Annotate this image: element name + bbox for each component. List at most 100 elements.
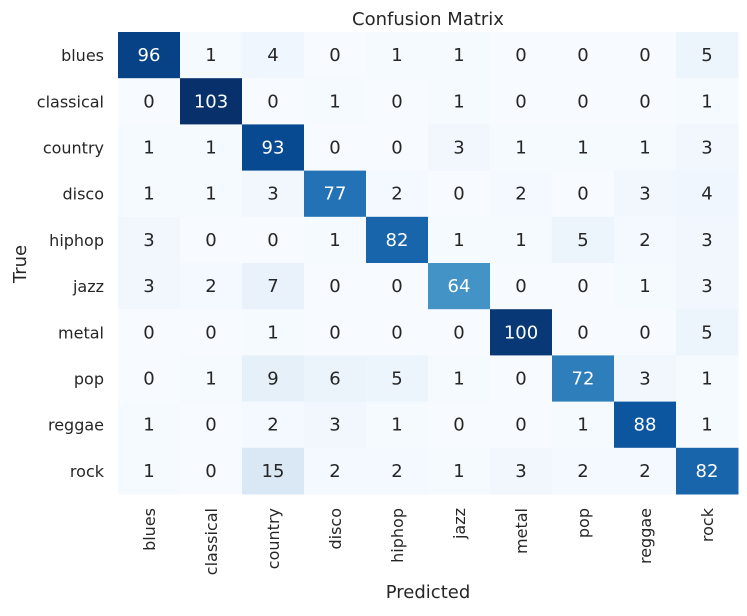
heatmap-cell-value: 0 [515,276,526,297]
heatmap-cell-country-rock [676,124,739,172]
heatmap-cell-value: 0 [267,91,278,112]
y-tick-label-reggae: reggae [48,416,104,435]
heatmap-cell-rock-country [242,447,305,495]
heatmap-cell-country-jazz [428,124,491,172]
heatmap-cell-blues-metal [490,32,553,79]
heatmap-cell-value: 1 [701,91,712,112]
heatmap-cell-disco-classical [180,170,243,218]
heatmap-cell-value: 2 [639,230,650,251]
heatmap-cell-classical-country [242,78,305,125]
heatmap-cell-value: 0 [577,45,588,66]
heatmap-cell-rock-rock [676,447,739,495]
heatmap-cell-hiphop-pop [552,216,615,264]
heatmap-cell-hiphop-country [242,216,305,264]
heatmap-cell-value: 1 [701,415,712,436]
y-tick-label-rock: rock [70,462,105,481]
heatmap-cell-jazz-disco [304,263,367,310]
heatmap-cell-value: 0 [639,91,650,112]
heatmap-cell-value: 0 [329,276,340,297]
heatmap-cell-rock-jazz [428,447,491,495]
heatmap-cells [118,32,739,495]
heatmap-cell-pop-classical [180,355,243,403]
x-tick-label-rock: rock [698,507,717,542]
heatmap-cell-reggae-metal [490,401,553,449]
heatmap-cell-value: 3 [639,184,650,205]
heatmap-cell-rock-disco [304,447,367,495]
heatmap-cell-value: 1 [453,230,464,251]
x-tick-label-pop: pop [574,508,593,538]
heatmap-cell-jazz-blues [118,263,181,310]
heatmap-cell-value: 1 [391,415,402,436]
heatmap-cell-value: 2 [329,461,340,482]
heatmap-cell-disco-reggae [614,170,677,218]
heatmap-cell-value: 1 [329,230,340,251]
heatmap-cell-value: 5 [391,369,402,390]
heatmap-cell-value: 88 [634,415,657,436]
heatmap-cell-metal-jazz [428,309,491,356]
heatmap-cell-value: 3 [143,230,154,251]
heatmap-cell-value: 3 [639,369,650,390]
heatmap-cell-pop-blues [118,355,181,403]
heatmap-cell-value: 5 [701,322,712,343]
heatmap-cell-value: 1 [515,138,526,159]
heatmap-cell-disco-pop [552,170,615,218]
heatmap-cell-value: 1 [205,184,216,205]
heatmap-cell-country-country [242,124,305,172]
heatmap-cell-value: 0 [267,230,278,251]
heatmap-cell-blues-disco [304,32,367,79]
heatmap-cell-value: 1 [205,138,216,159]
heatmap-cell-jazz-hiphop [366,263,429,310]
heatmap-cell-rock-blues [118,447,181,495]
heatmap-cell-value: 0 [391,322,402,343]
heatmap-cell-value: 1 [577,415,588,436]
y-tick-label-classical: classical [37,92,104,111]
heatmap-cell-reggae-jazz [428,401,491,449]
heatmap-cell-metal-reggae [614,309,677,356]
heatmap-cell-reggae-classical [180,401,243,449]
heatmap-cell-value: 1 [577,138,588,159]
heatmap-cell-rock-classical [180,447,243,495]
heatmap-cell-value: 0 [577,91,588,112]
heatmap-cell-value: 64 [448,276,471,297]
heatmap-cell-reggae-reggae [614,401,677,449]
heatmap-cell-value: 0 [143,369,154,390]
heatmap-cell-value: 3 [701,276,712,297]
heatmap-cell-value: 93 [262,138,285,159]
heatmap-cell-hiphop-classical [180,216,243,264]
heatmap-cell-metal-blues [118,309,181,356]
heatmap-cell-classical-disco [304,78,367,125]
heatmap-cell-value: 15 [262,461,285,482]
heatmap-cell-classical-rock [676,78,739,125]
x-tick-labels: blues classical country disco hiphop jazz meta… [140,507,717,575]
heatmap-cell-metal-hiphop [366,309,429,356]
heatmap-cell-pop-jazz [428,355,491,403]
heatmap-cell-value: 3 [329,415,340,436]
x-tick-label-blues: blues [140,508,159,551]
heatmap-cell-classical-blues [118,78,181,125]
heatmap-cell-reggae-country [242,401,305,449]
heatmap-cell-labels: 96 1 4 0 1 1 0 0 0 50 103 0 1 0 1 0 0 0 11 1 93 0 0 3 1 1 1 31 1 3 77 2… [138,45,719,482]
heatmap-cell-value: 3 [701,230,712,251]
heatmap-cell-value: 1 [205,369,216,390]
heatmap-cell-disco-disco [304,170,367,218]
heatmap-cell-blues-blues [118,32,181,79]
heatmap-cell-value: 0 [515,369,526,390]
heatmap-cell-value: 0 [329,45,340,66]
heatmap-cell-disco-jazz [428,170,491,218]
heatmap-cell-pop-reggae [614,355,677,403]
heatmap-cell-value: 1 [391,45,402,66]
heatmap-cell-reggae-blues [118,401,181,449]
heatmap-cell-value: 0 [143,322,154,343]
x-tick-label-metal: metal [512,508,531,554]
heatmap-cell-country-metal [490,124,553,172]
heatmap-cell-value: 3 [267,184,278,205]
heatmap-cell-hiphop-rock [676,216,739,264]
heatmap-cell-blues-hiphop [366,32,429,79]
heatmap-cell-blues-country [242,32,305,79]
heatmap-cell-value: 2 [205,276,216,297]
heatmap-cell-value: 1 [453,91,464,112]
heatmap-cell-value: 0 [453,415,464,436]
heatmap-cell-value: 96 [138,45,161,66]
heatmap-cell-hiphop-hiphop [366,216,429,264]
